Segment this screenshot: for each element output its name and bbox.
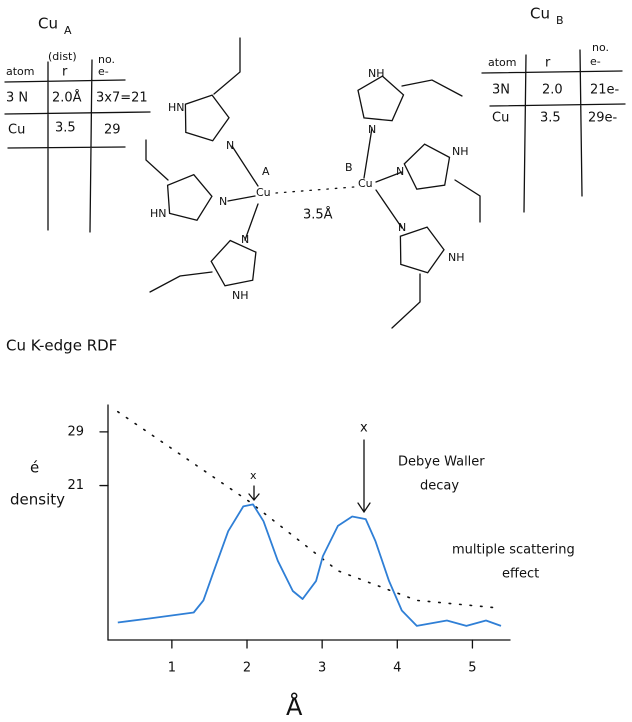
atom-label: N: [396, 165, 404, 178]
atom-label: Cu: [358, 177, 373, 190]
atom-label: A: [262, 165, 270, 178]
table-lines: [4, 59, 151, 233]
cell: 3N: [492, 83, 510, 98]
imidazole-ring: [357, 75, 405, 122]
x-tick-label: 2: [243, 661, 251, 676]
atom-label: NH: [452, 145, 469, 158]
plot: Cu K-edge RDF é density Å Debye Waller d…: [6, 337, 575, 722]
annotation: multiple scattering: [452, 543, 575, 558]
table-title: Cu: [38, 15, 58, 33]
table-subscript: B: [556, 14, 564, 27]
atom-label: N: [241, 233, 249, 246]
imidazole-ring: [399, 226, 445, 274]
y-tick-label: 21: [67, 478, 84, 493]
cell: Cu: [492, 111, 509, 126]
annotation: x: [250, 469, 257, 482]
rdf-curve: [117, 503, 502, 627]
atom-label: N: [398, 221, 406, 234]
decay-envelope: [117, 410, 498, 609]
atom-label: HN: [150, 207, 167, 220]
annotation: effect: [502, 567, 539, 582]
cell: 29e-: [588, 111, 618, 126]
arrow: [357, 439, 371, 514]
y-tick-label: 29: [67, 424, 84, 439]
atom-label: NH: [368, 67, 385, 80]
header: no.: [592, 41, 609, 54]
cu-cu-distance: [275, 186, 355, 194]
cell: 29: [104, 123, 121, 138]
cell: 3.5: [540, 111, 561, 126]
header: atom: [488, 56, 517, 69]
header: (dist): [48, 50, 77, 63]
distance-label: 3.5Å: [303, 207, 333, 223]
cell: Cu: [8, 123, 25, 138]
atom-label: N: [219, 195, 227, 208]
annotation: decay: [420, 479, 459, 494]
atom-label: Cu: [256, 186, 271, 199]
y-label: é: [30, 459, 39, 477]
atom-label: B: [345, 161, 353, 174]
cell: 3x7=21: [96, 91, 148, 106]
arrow: [248, 485, 260, 502]
atom-label: NH: [232, 289, 249, 302]
cell: 2.0: [542, 83, 563, 98]
atom-label: HN: [168, 101, 185, 114]
x-tick-label: 4: [393, 661, 401, 676]
imidazole-ring: [210, 239, 257, 287]
x-label: Å: [286, 692, 303, 721]
atom-label: N: [226, 139, 234, 152]
imidazole-ring: [166, 173, 213, 221]
table-b: Cu B atom r no. e- 3N 2.0 21e- Cu 3.5 29…: [481, 5, 626, 213]
x-tick-label: 3: [318, 661, 326, 676]
annotation: x: [360, 421, 368, 436]
header: atom: [6, 65, 35, 78]
annotation: Debye Waller: [398, 455, 485, 470]
bonds: [145, 37, 481, 329]
cell: 2.0Å: [52, 90, 82, 106]
header: e-: [590, 55, 601, 68]
cell: 21e-: [590, 83, 620, 98]
cell: 3 N: [6, 91, 28, 106]
y-label: density: [10, 491, 65, 509]
header: r: [545, 56, 551, 71]
x-tick-label: 1: [168, 661, 176, 676]
header: r: [62, 65, 68, 80]
atom-label: NH: [448, 251, 465, 264]
table-a: Cu A atom (dist) r no. e- 3 N 2.0Å 3x7=2…: [4, 15, 151, 233]
cell: 3.5: [55, 121, 76, 136]
plot-title: Cu K-edge RDF: [6, 337, 117, 355]
imidazole-ring: [403, 143, 451, 190]
table-title: Cu: [530, 5, 550, 23]
imidazole-ring: [184, 94, 230, 142]
header: no.: [98, 53, 115, 66]
header: e-: [98, 65, 109, 78]
table-subscript: A: [64, 24, 72, 37]
x-tick-label: 5: [468, 661, 476, 676]
table-lines: [481, 49, 626, 213]
atom-label: N: [368, 123, 376, 136]
